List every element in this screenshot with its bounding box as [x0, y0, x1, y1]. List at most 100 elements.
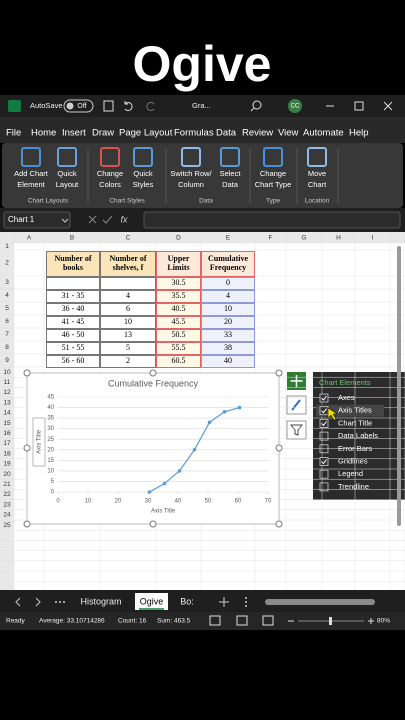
table-cell: 2 — [100, 355, 156, 368]
button-label[interactable]: Element — [17, 180, 45, 189]
button-label[interactable]: Quick — [133, 169, 152, 178]
button-label[interactable]: Chart Type — [255, 180, 292, 189]
element-label[interactable]: Axes — [338, 393, 355, 402]
button-icon[interactable] — [220, 147, 240, 167]
autosave-toggle[interactable] — [63, 99, 94, 113]
button-icon[interactable] — [100, 147, 120, 167]
element-label[interactable]: Gridlines — [338, 456, 368, 465]
active-tab — [135, 593, 168, 610]
redo-icon[interactable] — [146, 102, 155, 111]
ribbon-tab[interactable]: Home — [31, 128, 56, 139]
data-point — [237, 405, 242, 410]
checkbox[interactable] — [319, 418, 329, 428]
ribbon-tab[interactable]: Help — [349, 128, 369, 139]
button-label[interactable]: Layout — [56, 180, 79, 189]
checkbox[interactable] — [319, 393, 329, 403]
sheet-tab[interactable]: Bo: — [180, 596, 194, 606]
ribbon-tab[interactable]: Page Layout — [119, 128, 173, 139]
chart-area[interactable] — [26, 372, 280, 525]
element-label[interactable]: Chart Title — [338, 418, 372, 427]
resize-handle[interactable] — [149, 369, 157, 377]
button-icon[interactable] — [133, 147, 153, 167]
resize-handle[interactable] — [23, 444, 31, 452]
element-label[interactable]: Axis Titles — [338, 406, 372, 415]
button-label[interactable]: Column — [178, 180, 204, 189]
checkbox[interactable] — [319, 431, 329, 441]
cancel-icon[interactable] — [88, 215, 97, 224]
row-header: 15 — [3, 420, 11, 427]
ribbon-tab[interactable]: File — [6, 128, 21, 139]
close-button[interactable] — [383, 101, 393, 111]
sheet-nav[interactable] — [15, 597, 41, 607]
button-label[interactable]: Quick — [57, 169, 76, 178]
button-icon[interactable] — [263, 147, 283, 167]
mouse-cursor — [327, 407, 338, 421]
page-break-view[interactable] — [262, 615, 274, 626]
status-bar — [0, 612, 405, 630]
button-icon[interactable] — [307, 147, 327, 167]
button-icon[interactable] — [21, 147, 41, 167]
checkbox[interactable] — [319, 482, 329, 492]
ribbon-tab[interactable]: Draw — [92, 128, 114, 139]
maximize-button[interactable] — [354, 101, 364, 111]
ribbon-tab[interactable]: Review — [242, 128, 273, 139]
formula-input[interactable] — [143, 211, 401, 229]
button-label[interactable]: Data — [222, 180, 239, 189]
add-sheet[interactable] — [219, 597, 229, 607]
button-label[interactable]: Select — [220, 169, 242, 178]
sheet-tab[interactable]: Histogram — [80, 596, 121, 606]
sheet-tab[interactable]: Ogive — [140, 596, 164, 606]
resize-handle[interactable] — [275, 520, 283, 528]
button-label[interactable]: Styles — [133, 180, 154, 189]
resize-handle[interactable] — [23, 520, 31, 528]
button-icon[interactable] — [181, 147, 201, 167]
name-box[interactable] — [3, 211, 71, 229]
checkbox[interactable] — [319, 406, 329, 416]
page-layout-view[interactable] — [236, 615, 248, 626]
save-icon[interactable] — [103, 100, 114, 112]
enter-icon[interactable] — [102, 215, 113, 224]
search-icon[interactable] — [252, 100, 262, 110]
button-label[interactable]: Change — [97, 169, 123, 178]
undo-icon[interactable] — [124, 101, 133, 111]
sheet-menu[interactable] — [245, 597, 247, 607]
element-label[interactable]: Error Bars — [338, 444, 372, 453]
button-label[interactable]: Change — [260, 169, 286, 178]
vertical-scrollbar[interactable] — [397, 246, 401, 526]
excel-icon[interactable] — [8, 100, 21, 112]
normal-view[interactable] — [209, 615, 221, 626]
name-box-text: Chart 1 — [8, 215, 35, 224]
checkbox[interactable] — [319, 469, 329, 479]
zoom-in[interactable] — [368, 618, 374, 624]
table-cell: 55.5 — [156, 342, 201, 355]
ribbon-tab[interactable]: Data — [216, 128, 237, 139]
checkbox[interactable] — [319, 457, 329, 466]
element-label[interactable]: Trendline — [338, 482, 369, 491]
ribbon-tab[interactable]: Insert — [62, 128, 86, 139]
row-header: 16 — [3, 430, 11, 437]
chart-filters-button[interactable] — [286, 420, 307, 440]
button-label[interactable]: Switch Row/ — [170, 169, 212, 178]
element-label[interactable]: Legend — [338, 469, 363, 478]
element-label[interactable]: Data Labels — [338, 431, 378, 440]
ribbon-tab[interactable]: Automate — [303, 128, 344, 139]
resize-handle[interactable] — [275, 444, 283, 452]
button-label[interactable]: Add Chart — [14, 169, 49, 178]
button-icon[interactable] — [57, 147, 77, 167]
button-label[interactable]: Move — [308, 169, 326, 178]
checkbox[interactable] — [319, 444, 329, 454]
ribbon-tab[interactable]: View — [278, 128, 299, 139]
resize-handle[interactable] — [23, 369, 31, 377]
avatar[interactable] — [288, 99, 302, 113]
table-cell: 31 - 35 — [46, 290, 100, 303]
row-header: 13 — [3, 399, 11, 406]
zoom-thumb[interactable] — [329, 617, 332, 625]
resize-handle[interactable] — [275, 369, 283, 377]
x-tick-label: 0 — [56, 499, 60, 505]
button-label[interactable]: Chart — [308, 180, 327, 189]
horizontal-scrollbar[interactable] — [265, 599, 375, 605]
button-label[interactable]: Colors — [99, 180, 121, 189]
resize-handle[interactable] — [149, 520, 157, 528]
more-sheets[interactable] — [55, 601, 65, 603]
ribbon-tab[interactable]: Formulas — [174, 128, 214, 139]
